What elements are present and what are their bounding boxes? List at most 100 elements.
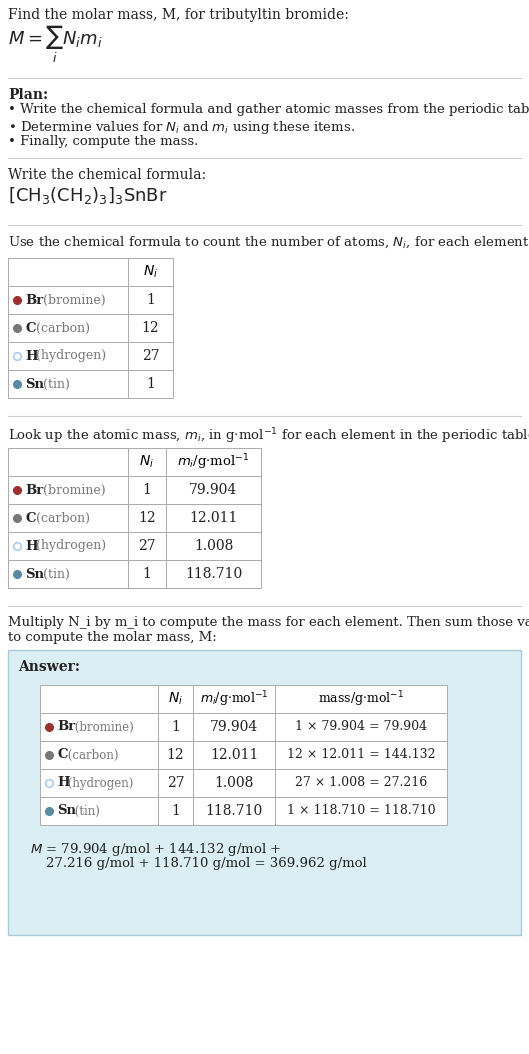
Bar	[8, 532, 128, 560]
Text: • Write the chemical formula and gather atomic masses from the periodic table.: • Write the chemical formula and gather …	[8, 103, 529, 116]
Bar	[166, 476, 261, 504]
Text: 79.904: 79.904	[210, 720, 258, 734]
Text: (tin): (tin)	[39, 377, 70, 390]
Text: 1.008: 1.008	[194, 539, 233, 553]
Text: 12: 12	[142, 321, 159, 335]
Text: (hydrogen): (hydrogen)	[64, 777, 133, 789]
Text: 12.011: 12.011	[210, 748, 258, 762]
Text: 12.011: 12.011	[189, 511, 238, 525]
Text: $M = \sum_i N_i m_i$: $M = \sum_i N_i m_i$	[8, 24, 103, 65]
Text: 27: 27	[142, 349, 159, 363]
Bar	[8, 448, 128, 476]
Text: 1: 1	[146, 377, 155, 391]
Bar	[8, 258, 128, 286]
Bar	[158, 685, 193, 713]
Text: Plan:: Plan:	[8, 87, 48, 102]
Bar	[8, 560, 128, 588]
Text: • Determine values for $N_i$ and $m_i$ using these items.: • Determine values for $N_i$ and $m_i$ u…	[8, 119, 355, 136]
Bar	[158, 741, 193, 769]
Bar	[275, 769, 447, 797]
Text: • Finally, compute the mass.: • Finally, compute the mass.	[8, 135, 198, 148]
Bar	[128, 314, 173, 341]
Text: 1: 1	[142, 483, 151, 497]
Text: 27.216 g/mol + 118.710 g/mol = 369.962 g/mol: 27.216 g/mol + 118.710 g/mol = 369.962 g…	[46, 857, 367, 870]
Bar	[40, 713, 158, 741]
Text: (hydrogen): (hydrogen)	[32, 350, 106, 363]
Bar	[128, 286, 173, 314]
Bar	[8, 504, 128, 532]
Bar	[193, 741, 275, 769]
Bar	[40, 741, 158, 769]
Text: (tin): (tin)	[71, 804, 100, 818]
Text: Multiply N_i by m_i to compute the mass for each element. Then sum those values: Multiply N_i by m_i to compute the mass …	[8, 616, 529, 629]
Bar	[275, 685, 447, 713]
Text: 12: 12	[167, 748, 184, 762]
Text: (carbon): (carbon)	[32, 321, 90, 334]
Text: 1: 1	[142, 567, 151, 581]
Text: 1 × 118.710 = 118.710: 1 × 118.710 = 118.710	[287, 804, 435, 818]
Bar	[193, 713, 275, 741]
Bar	[8, 286, 128, 314]
Bar	[128, 504, 166, 532]
Text: Sn: Sn	[25, 377, 44, 390]
Text: Sn: Sn	[25, 567, 44, 581]
Text: $m_i$/g$\cdot$mol$^{-1}$: $m_i$/g$\cdot$mol$^{-1}$	[177, 452, 250, 472]
Bar	[8, 370, 128, 398]
Text: Br: Br	[25, 484, 43, 496]
Text: Find the molar mass, M, for tributyltin bromide:: Find the molar mass, M, for tributyltin …	[8, 8, 349, 22]
Text: 1.008: 1.008	[214, 776, 254, 790]
Bar	[166, 560, 261, 588]
Bar	[8, 314, 128, 341]
Text: 12: 12	[138, 511, 156, 525]
Text: Sn: Sn	[57, 804, 76, 818]
Bar	[40, 797, 158, 825]
Bar	[275, 713, 447, 741]
Bar	[128, 560, 166, 588]
Text: 118.710: 118.710	[205, 804, 262, 818]
Text: Br: Br	[25, 293, 43, 307]
Text: (carbon): (carbon)	[32, 511, 90, 525]
Bar	[128, 370, 173, 398]
Text: 1: 1	[146, 293, 155, 307]
Bar	[128, 341, 173, 370]
Text: $N_i$: $N_i$	[143, 264, 158, 280]
Text: H: H	[25, 350, 38, 363]
Text: C: C	[25, 321, 35, 334]
Bar	[166, 504, 261, 532]
Bar	[128, 532, 166, 560]
Text: $N_i$: $N_i$	[168, 690, 183, 707]
Text: Answer:: Answer:	[18, 660, 80, 674]
Bar	[193, 685, 275, 713]
Text: 12 × 12.011 = 144.132: 12 × 12.011 = 144.132	[287, 748, 435, 761]
Bar	[158, 769, 193, 797]
Text: (bromine): (bromine)	[39, 484, 106, 496]
Text: Br: Br	[57, 721, 75, 734]
Text: $[\mathrm{CH_3(CH_2)_3]_3SnBr}$: $[\mathrm{CH_3(CH_2)_3]_3SnBr}$	[8, 186, 168, 206]
Text: 27: 27	[138, 539, 156, 553]
Bar	[158, 797, 193, 825]
Bar	[166, 532, 261, 560]
Text: H: H	[25, 540, 38, 552]
Text: 1: 1	[171, 804, 180, 818]
Text: $m_i$/g$\cdot$mol$^{-1}$: $m_i$/g$\cdot$mol$^{-1}$	[199, 689, 268, 708]
Text: 79.904: 79.904	[189, 483, 238, 497]
Text: Write the chemical formula:: Write the chemical formula:	[8, 168, 206, 182]
Text: (hydrogen): (hydrogen)	[32, 540, 106, 552]
Bar	[193, 769, 275, 797]
Text: (bromine): (bromine)	[71, 721, 134, 734]
Bar	[128, 476, 166, 504]
Text: 27 × 1.008 = 27.216: 27 × 1.008 = 27.216	[295, 777, 427, 789]
Text: (bromine): (bromine)	[39, 293, 106, 307]
Bar	[193, 797, 275, 825]
Text: 1 × 79.904 = 79.904: 1 × 79.904 = 79.904	[295, 721, 427, 734]
Bar	[275, 797, 447, 825]
Text: $M$ = 79.904 g/mol + 144.132 g/mol +: $M$ = 79.904 g/mol + 144.132 g/mol +	[30, 841, 281, 858]
Bar	[8, 341, 128, 370]
Text: $N_i$: $N_i$	[140, 454, 154, 470]
Text: (carbon): (carbon)	[64, 748, 118, 761]
Bar	[40, 769, 158, 797]
Text: mass/g$\cdot$mol$^{-1}$: mass/g$\cdot$mol$^{-1}$	[318, 689, 404, 708]
Text: H: H	[57, 777, 70, 789]
Text: 118.710: 118.710	[185, 567, 242, 581]
Bar	[128, 448, 166, 476]
